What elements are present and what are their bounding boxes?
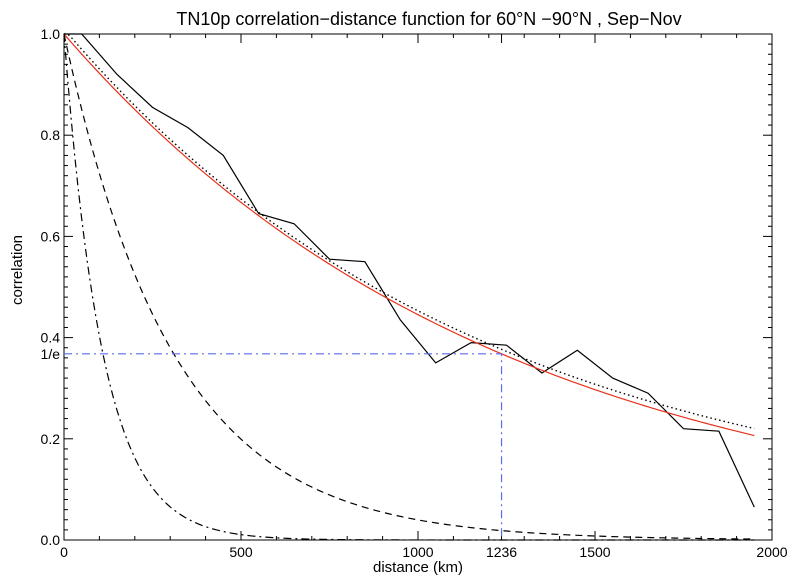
y-axis-label: correlation [9,235,26,305]
y-tick-label: 0.0 [41,532,61,548]
chart-title: TN10p correlation−distance function for … [176,9,681,29]
series-line-dashed-3 [63,33,755,540]
y-tick-label: 0.8 [41,127,61,143]
series-line-solid-1 [63,33,755,437]
x-tick-label: 0 [60,544,68,560]
x-axis-label: distance (km) [373,559,463,576]
x-tick-label: 1000 [402,544,433,560]
one-over-e-label: 1/e [41,346,61,362]
series-line-dotted-2 [64,33,755,430]
y-tick-label: 1.0 [41,26,61,42]
series-line-dashdot-4 [63,33,755,541]
x-tick-label: 2000 [756,544,787,560]
one-over-e-marker-line [64,353,503,540]
y-tick-label: 0.6 [41,228,61,244]
x-tick-label: 500 [229,544,253,560]
plot-frame [63,33,773,541]
y-tick-label: 0.4 [41,330,61,346]
series-line-solid-0 [64,33,755,508]
y-tick-label: 0.2 [41,431,61,447]
x-tick-label: 1500 [579,544,610,560]
x-tick-label: 1236 [486,544,517,560]
